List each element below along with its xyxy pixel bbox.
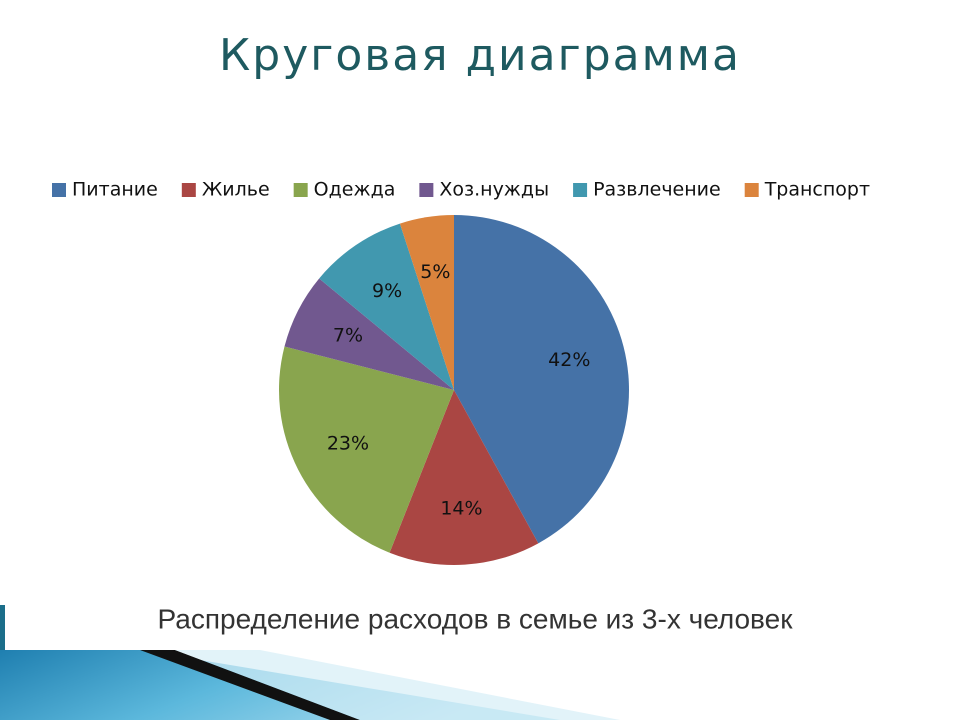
legend-label: Питание <box>72 179 158 201</box>
data-label: 5% <box>420 261 450 283</box>
pie-chart: 42% 14% 23% 7% 9% 5% Питание Жилье Одежда Хоз.нуж… <box>52 179 870 565</box>
caption: Распределение расходов в семье из 3-х че… <box>158 603 794 634</box>
chart-title: Круговая диаграмма <box>219 30 741 81</box>
legend-swatch <box>744 183 759 197</box>
pie-slice <box>454 215 629 544</box>
data-label: 23% <box>327 433 369 455</box>
stripe-light <box>175 650 620 720</box>
legend-label: Хоз.нужды <box>439 179 549 201</box>
data-label: 42% <box>548 349 590 371</box>
pie-slice <box>399 215 454 390</box>
legend-label: Развлечение <box>593 179 721 201</box>
legend-label: Одежда <box>314 179 396 201</box>
pie-slice <box>279 346 454 553</box>
legend-swatch <box>293 183 308 197</box>
side-bar <box>0 605 5 650</box>
legend-swatch <box>181 183 196 197</box>
pie-slice <box>389 390 539 565</box>
data-label: 9% <box>372 280 402 302</box>
decoration <box>0 605 620 720</box>
stripe <box>140 650 360 720</box>
legend-swatch <box>419 183 434 197</box>
data-label: 7% <box>333 324 363 346</box>
legend-swatch <box>52 183 66 197</box>
legend-label: Жилье <box>202 179 270 201</box>
legend-swatch <box>573 183 588 197</box>
pie-slice <box>319 223 454 390</box>
data-label: 14% <box>440 497 482 519</box>
pie-slice <box>284 278 454 390</box>
legend-label: Транспорт <box>764 179 870 201</box>
